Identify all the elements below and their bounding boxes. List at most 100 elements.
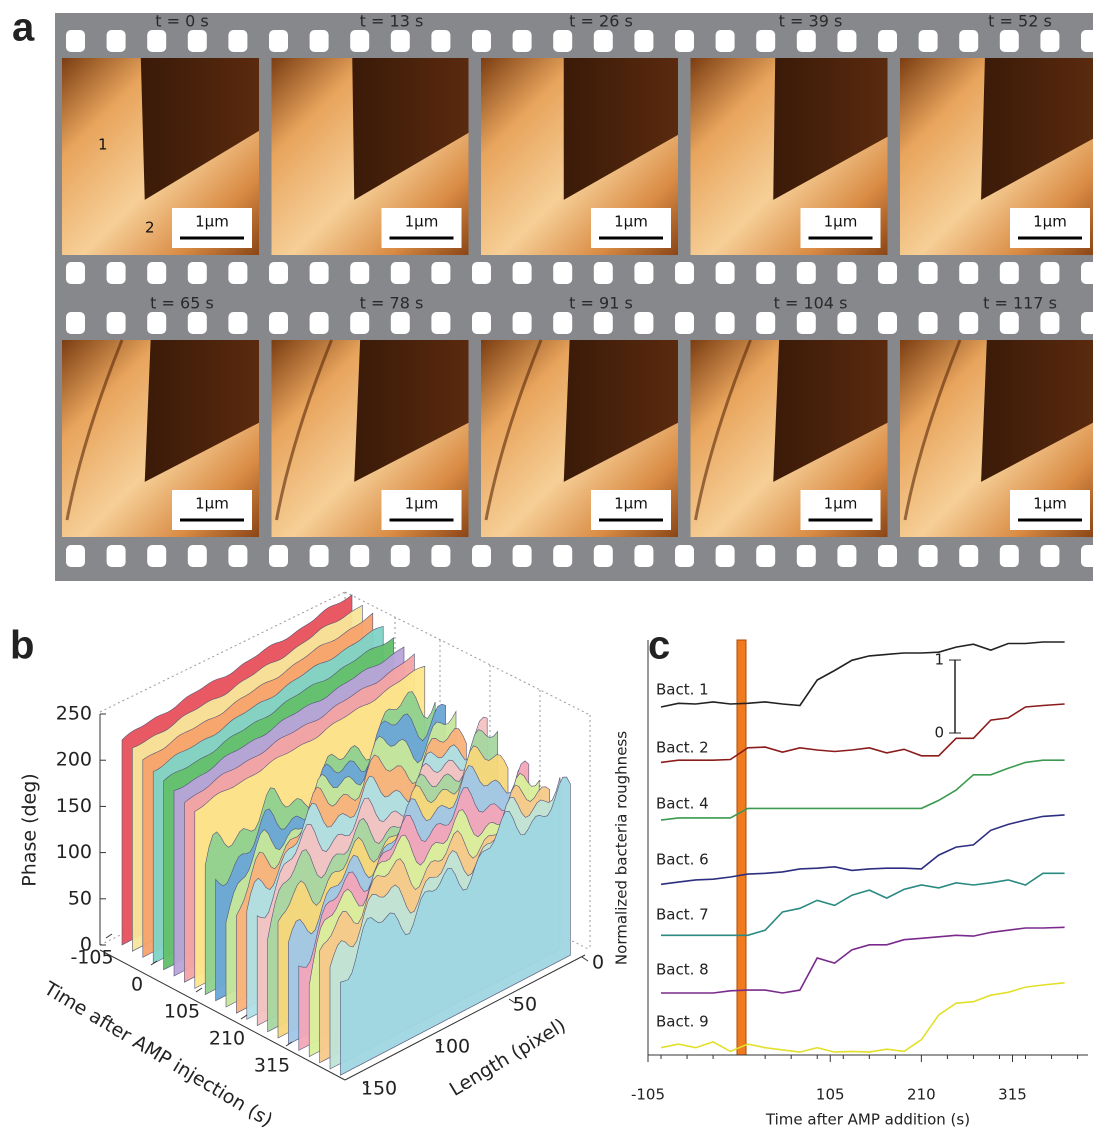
sprocket-hole: [309, 30, 329, 52]
panel-c: -105 105 210 315 Time after AMP addition (s)…: [613, 639, 1088, 1128]
z-tick-label: 150: [56, 795, 92, 817]
sprocket-hole: [147, 262, 167, 284]
time-label: t = 91 s: [569, 294, 633, 313]
sprocket-hole: [837, 545, 857, 567]
time-tick-label: 315: [254, 1055, 290, 1077]
sprocket-hole: [390, 545, 410, 567]
sprocket-hole: [878, 30, 897, 52]
length-tick: [508, 998, 516, 1004]
sprocket-hole: [472, 312, 491, 334]
sprocket-hole: [959, 262, 979, 284]
scale-label: 1μm: [405, 495, 439, 513]
sprocket-hole: [918, 30, 938, 52]
sprocket-hole: [796, 262, 816, 284]
scale-box: [800, 490, 881, 530]
sprocket-hole: [837, 30, 857, 52]
scale-box: [1010, 490, 1090, 530]
sprocket-hole: [309, 312, 329, 334]
sprocket-hole: [187, 545, 207, 567]
sprocket-hole: [187, 312, 207, 334]
panel-label: a: [12, 6, 35, 50]
sprocket-hole: [106, 312, 126, 334]
sprocket-hole: [147, 545, 167, 567]
afm-gap: [563, 340, 678, 482]
time-label: t = 117 s: [983, 294, 1057, 313]
length-axis-label: Length (pixel): [446, 1014, 570, 1101]
sprocket-hole: [999, 545, 1019, 567]
sprocket-hole: [675, 262, 694, 284]
sprocket-hole: [512, 30, 532, 52]
sprocket-hole: [634, 262, 654, 284]
afm-frame: 1μm: [271, 339, 469, 537]
sprocket-hole: [1081, 545, 1093, 567]
sprocket-hole: [269, 30, 288, 52]
time-tick: [105, 933, 113, 939]
z-tick-label: 250: [56, 703, 92, 725]
sprocket-hole: [675, 545, 694, 567]
sprocket-hole: [66, 30, 85, 52]
series-label: Bact. 7: [656, 906, 709, 924]
time-tick: [285, 1041, 293, 1047]
afm-gap: [354, 340, 469, 482]
scale-box: [591, 490, 671, 530]
sprocket-hole: [634, 30, 654, 52]
cell-label: 1: [98, 136, 108, 154]
panel-b: 050100150200250-1050105210315050100150Ph…: [19, 591, 604, 1128]
sprocket-hole: [593, 545, 613, 567]
z-tick-label: 200: [56, 749, 92, 771]
x-tick-label: 105: [816, 1086, 845, 1104]
sprocket-hole: [675, 30, 694, 52]
sprocket-hole: [796, 545, 816, 567]
afm-texture: [65, 339, 124, 521]
sprocket-hole: [1040, 262, 1060, 284]
afm-frame: 1μm: [271, 58, 469, 255]
sprocket-hole: [512, 262, 532, 284]
afm-frame: 1μm: [62, 58, 259, 255]
time-label: t = 78 s: [360, 294, 424, 313]
sprocket-hole: [309, 545, 329, 567]
time-tick-label: 0: [131, 974, 143, 996]
scale-label: 1μm: [1033, 495, 1067, 513]
afm-gap: [144, 340, 259, 482]
x-axis-label: Time after AMP addition (s): [765, 1111, 970, 1128]
sprocket-hole: [999, 262, 1019, 284]
sprocket-hole: [593, 312, 613, 334]
sprocket-hole: [106, 545, 126, 567]
sprocket-hole: [756, 262, 776, 284]
x-tick-label: -105: [631, 1086, 665, 1104]
time-tick: [150, 960, 158, 966]
afm-gap: [352, 58, 469, 200]
time-label: t = 13 s: [360, 12, 424, 31]
length-tick: [362, 1082, 370, 1088]
sprocket-hole: [959, 30, 979, 52]
panel-label: b: [10, 624, 34, 668]
sprocket-hole: [66, 262, 85, 284]
scale-label: 1μm: [614, 213, 648, 231]
afm-frame: 1μm: [62, 339, 259, 537]
sprocket-hole: [66, 312, 85, 334]
sprocket-hole: [1040, 312, 1060, 334]
sprocket-hole: [269, 545, 288, 567]
afm-gap: [981, 58, 1093, 200]
series-label: Bact. 1: [656, 681, 709, 699]
scale-box: [381, 208, 462, 248]
length-tick-label: 150: [361, 1078, 397, 1100]
time-label: t = 65 s: [150, 294, 214, 313]
roughness-line: [660, 641, 1065, 708]
time-label: t = 0 s: [155, 12, 208, 31]
scale-box: [591, 208, 671, 248]
sprocket-hole: [228, 545, 248, 567]
scale-label: 1μm: [614, 495, 648, 513]
afm-frame: 1μm: [900, 58, 1093, 255]
phase-ribbon: [340, 776, 571, 1076]
afm-gap: [981, 340, 1093, 482]
sprocket-hole: [553, 312, 573, 334]
sprocket-hole: [715, 312, 735, 334]
sprocket-hole: [431, 30, 451, 52]
afm-frame: 1μm: [900, 339, 1093, 537]
sprocket-hole: [512, 545, 532, 567]
sprocket-hole: [431, 262, 451, 284]
sprocket-hole: [878, 262, 897, 284]
sprocket-hole: [350, 30, 370, 52]
